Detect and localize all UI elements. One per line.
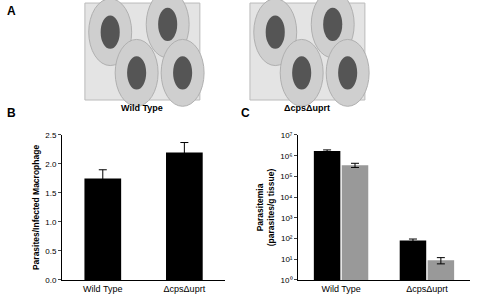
svg-text:ΔcpsΔuprt: ΔcpsΔuprt (406, 284, 448, 294)
svg-text:ΔcpsΔuprt: ΔcpsΔuprt (284, 103, 330, 113)
svg-text:2.0: 2.0 (45, 160, 57, 169)
svg-text:Parasitemia(parasites/g tissue: Parasitemia(parasites/g tissue) (255, 169, 276, 247)
svg-text:10⁴: 10⁴ (280, 193, 293, 202)
svg-text:1.5: 1.5 (45, 189, 57, 198)
svg-text:A: A (7, 4, 16, 18)
svg-text:10²: 10² (281, 234, 293, 243)
svg-text:C: C (241, 106, 250, 120)
svg-text:10¹: 10¹ (281, 255, 293, 264)
svg-text:10⁷: 10⁷ (281, 131, 293, 140)
svg-text:ΔcpsΔuprt: ΔcpsΔuprt (164, 284, 206, 294)
svg-text:Wild Type: Wild Type (121, 103, 163, 113)
svg-text:Parasites/Infected Macrophage: Parasites/Infected Macrophage (31, 145, 41, 270)
svg-text:2.5: 2.5 (45, 131, 57, 140)
svg-text:1.0: 1.0 (45, 218, 57, 227)
svg-text:10⁵: 10⁵ (280, 172, 292, 181)
svg-text:10³: 10³ (281, 214, 293, 223)
svg-text:Wild Type: Wild Type (83, 284, 122, 294)
svg-text:0.0: 0.0 (45, 276, 57, 285)
svg-text:Wild Type: Wild Type (321, 284, 360, 294)
svg-text:10⁶: 10⁶ (280, 151, 292, 160)
svg-text:10⁰: 10⁰ (281, 276, 293, 285)
svg-text:B: B (7, 106, 16, 120)
svg-text:0.5: 0.5 (45, 247, 57, 256)
